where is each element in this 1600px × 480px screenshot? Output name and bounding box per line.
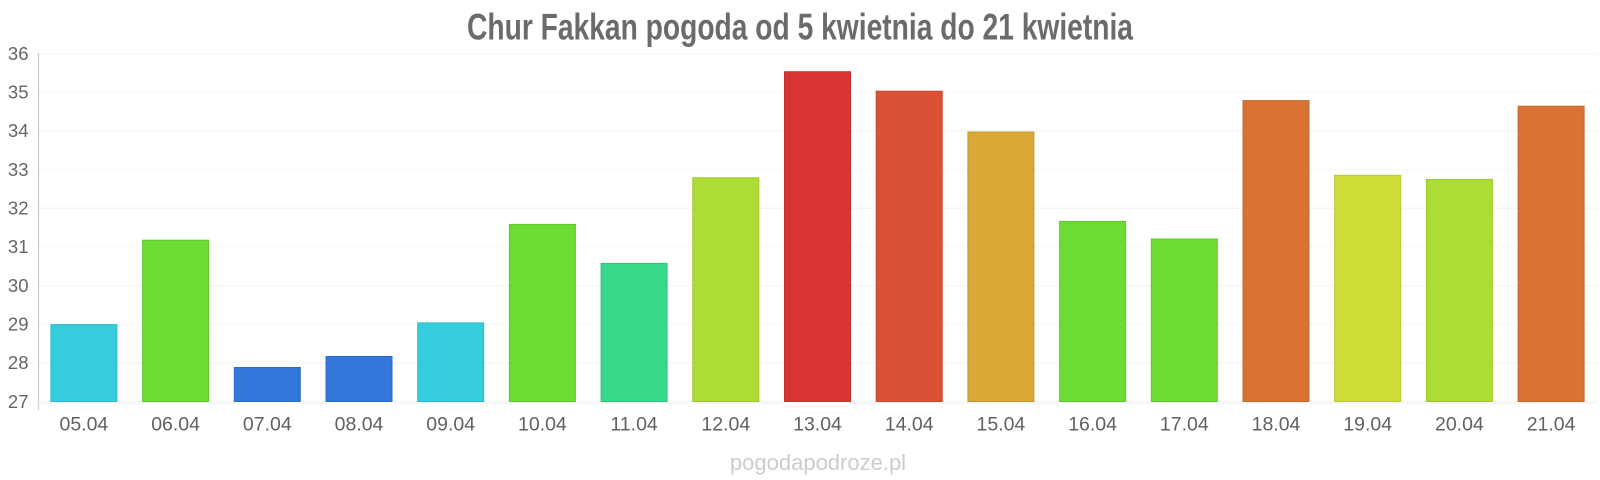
svg-text:34: 34 <box>8 120 29 141</box>
svg-text:19.04: 19.04 <box>1343 413 1392 435</box>
svg-text:33: 33 <box>8 159 29 180</box>
svg-text:18.04: 18.04 <box>1252 413 1301 435</box>
svg-text:17.04: 17.04 <box>1160 413 1209 435</box>
svg-text:36: 36 <box>8 43 29 64</box>
svg-text:21.04: 21.04 <box>1527 413 1576 435</box>
svg-text:35: 35 <box>8 82 29 103</box>
svg-text:12.04: 12.04 <box>701 413 750 435</box>
svg-text:13.04: 13.04 <box>793 413 842 435</box>
svg-text:06.04: 06.04 <box>151 413 200 435</box>
svg-text:11.04: 11.04 <box>610 413 658 435</box>
svg-text:31: 31 <box>8 236 29 257</box>
svg-text:08.04: 08.04 <box>335 413 384 435</box>
svg-text:14.04: 14.04 <box>885 413 934 435</box>
svg-text:28: 28 <box>8 352 29 373</box>
svg-text:07.04: 07.04 <box>243 413 292 435</box>
svg-text:05.04: 05.04 <box>59 413 108 435</box>
svg-text:09.04: 09.04 <box>426 413 475 435</box>
svg-text:32: 32 <box>8 198 29 219</box>
svg-text:Chur Fakkan pogoda od 5 kwietn: Chur Fakkan pogoda od 5 kwietnia do 21 k… <box>467 7 1133 48</box>
svg-text:15.04: 15.04 <box>976 413 1025 435</box>
svg-text:20.04: 20.04 <box>1435 413 1484 435</box>
svg-text:27: 27 <box>8 391 29 412</box>
svg-text:29: 29 <box>8 314 29 335</box>
svg-text:pogodapodroze.pl: pogodapodroze.pl <box>730 450 906 475</box>
svg-text:10.04: 10.04 <box>518 413 567 435</box>
svg-text:30: 30 <box>8 275 29 296</box>
svg-text:16.04: 16.04 <box>1068 413 1117 435</box>
